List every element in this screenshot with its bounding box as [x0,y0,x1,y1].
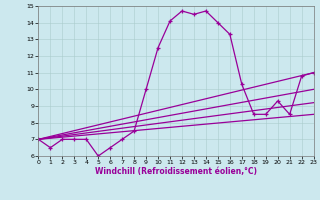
X-axis label: Windchill (Refroidissement éolien,°C): Windchill (Refroidissement éolien,°C) [95,167,257,176]
